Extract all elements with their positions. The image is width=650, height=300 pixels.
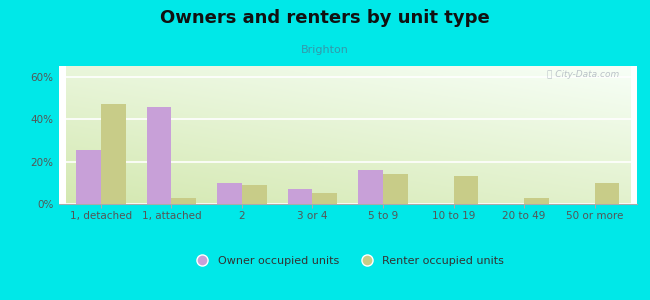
Bar (76, 150, 101, 204)
Text: Ⓢ City-Data.com: Ⓢ City-Data.com (547, 70, 619, 79)
Bar (172, 198, 196, 204)
Bar (383, 174, 408, 204)
Text: Owners and renters by unit type: Owners and renters by unit type (160, 9, 490, 27)
Text: Brighton: Brighton (301, 45, 349, 55)
Bar (101, 104, 125, 204)
Bar (242, 185, 266, 204)
Bar (313, 194, 337, 204)
Bar (147, 107, 172, 204)
Bar (288, 189, 313, 204)
Bar (217, 183, 242, 204)
Bar (595, 183, 619, 204)
Bar (358, 170, 383, 204)
Bar (524, 198, 549, 204)
Bar (454, 176, 478, 204)
Legend: Owner occupied units, Renter occupied units: Owner occupied units, Renter occupied un… (187, 251, 509, 270)
